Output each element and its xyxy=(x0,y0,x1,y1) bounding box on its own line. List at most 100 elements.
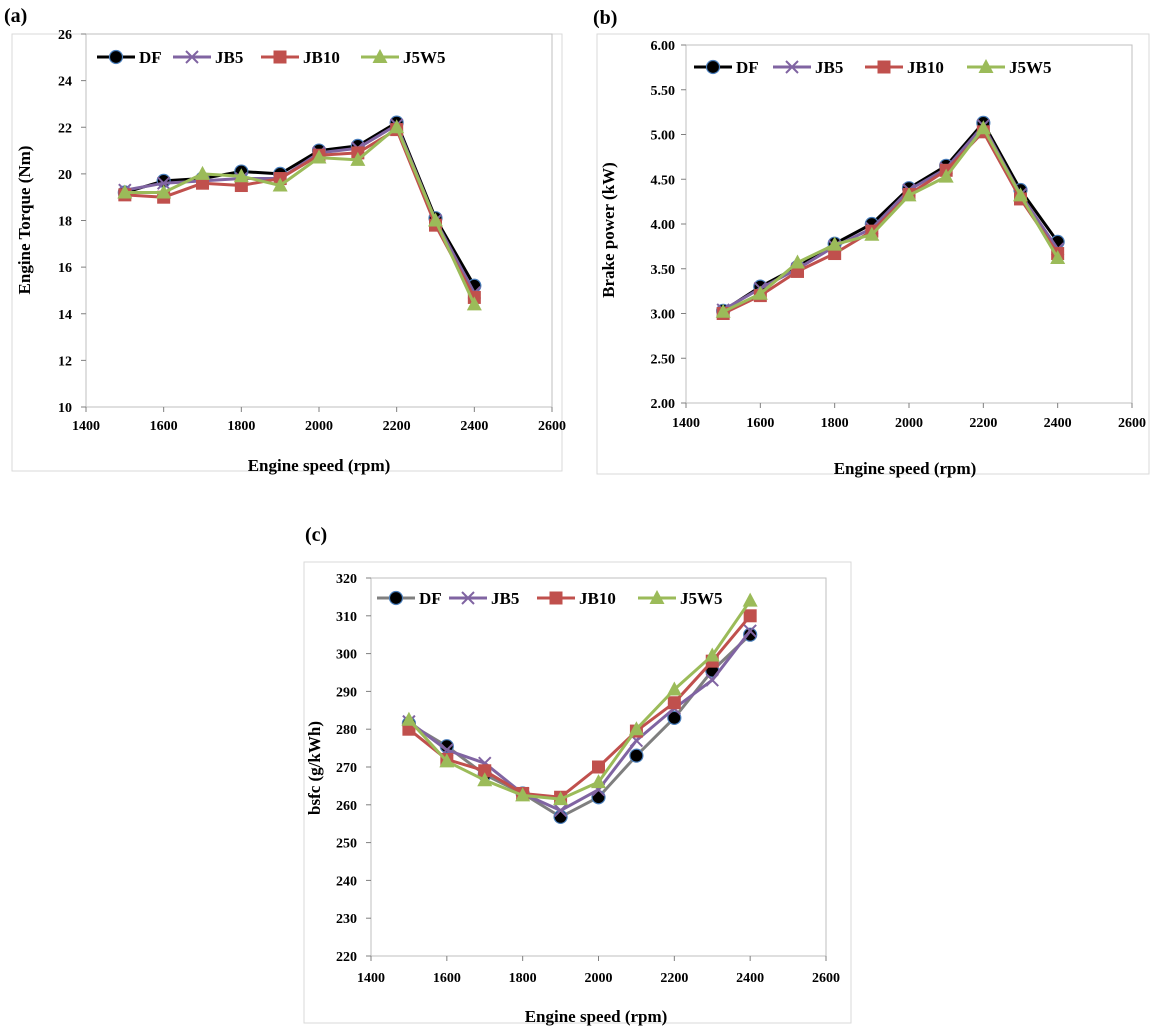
data-point-j5w5 xyxy=(704,647,720,662)
y-tick-label: 250 xyxy=(336,837,357,852)
legend-label-jb10: JB10 xyxy=(907,58,944,77)
y-tick-label: 20 xyxy=(58,168,72,183)
chart-brake-power: 2.00 2.50 3.00 3.50 4.00 4.50 5.00 5.50 6.00 1400… xyxy=(596,33,1150,478)
legend-label-jb10: JB10 xyxy=(579,589,616,608)
data-point-j5w5 xyxy=(864,226,880,241)
legend-marker-jb5 xyxy=(785,60,799,74)
legend-label-df: DF xyxy=(736,58,759,77)
x-axis-title: Engine speed (rpm) xyxy=(834,459,977,478)
data-point-j5w5 xyxy=(350,151,366,166)
legend-marker-j5w5 xyxy=(978,59,994,73)
data-point-j5w5 xyxy=(938,168,954,183)
x-tick-label: 1800 xyxy=(821,416,849,431)
data-point-j5w5 xyxy=(195,165,210,180)
y-axis-title: Engine Torque (Nm) xyxy=(15,146,34,295)
data-point-j5w5 xyxy=(311,149,327,164)
x-tick-label: 2600 xyxy=(812,971,840,986)
y-tick-label: 310 xyxy=(336,610,357,625)
x-tick-label: 2000 xyxy=(895,416,923,431)
panel-label-c: (c) xyxy=(305,524,327,546)
data-point-j5w5 xyxy=(827,236,843,251)
y-tick-label: 24 xyxy=(58,75,72,90)
data-point-j5w5 xyxy=(466,296,482,311)
series-line-jb10 xyxy=(407,614,752,799)
x-tick-label: 1800 xyxy=(509,971,537,986)
legend-label-df: DF xyxy=(419,589,442,608)
y-tick-label: 320 xyxy=(336,572,357,587)
legend-label-jb10: JB10 xyxy=(303,48,340,67)
series-line-j5w5 xyxy=(124,125,476,306)
y-tick-label: 2.00 xyxy=(651,397,676,412)
data-point-df xyxy=(743,627,758,642)
data-point-jb5 xyxy=(705,673,719,687)
y-tick-label: 260 xyxy=(336,799,357,814)
data-point-j5w5 xyxy=(975,120,991,135)
y-tick-label: 12 xyxy=(58,354,72,369)
legend-marker-df xyxy=(388,590,404,606)
chart-bsfc: 220 230 240 250 260 270 280 290 300 310 320 1400 160… xyxy=(303,561,852,1026)
y-tick-label: 5.00 xyxy=(651,129,676,144)
x-axis-title: Engine speed (rpm) xyxy=(525,1007,668,1026)
x-tick-label: 1400 xyxy=(72,419,100,434)
x-tick-label: 2200 xyxy=(383,419,411,434)
y-tick-label: 270 xyxy=(336,761,357,776)
data-point-j5w5 xyxy=(628,721,644,736)
data-point-j5w5 xyxy=(401,711,417,726)
legend-marker-jb5 xyxy=(185,50,199,64)
x-tick-label: 1600 xyxy=(746,416,774,431)
x-tick-label: 2200 xyxy=(660,971,688,986)
data-point-j5w5 xyxy=(156,184,172,199)
x-tick-label: 1600 xyxy=(433,971,461,986)
data-point-jb10 xyxy=(478,764,492,778)
x-tick-label: 2000 xyxy=(305,419,333,434)
data-point-j5w5 xyxy=(553,791,569,806)
data-point-j5w5 xyxy=(1013,187,1028,202)
y-tick-label: 3.50 xyxy=(651,263,676,278)
series-line-j5w5 xyxy=(722,126,1059,314)
data-point-j5w5 xyxy=(790,254,805,269)
data-point-df xyxy=(553,809,568,824)
y-tick-label: 300 xyxy=(336,648,357,663)
data-point-j5w5 xyxy=(666,681,682,696)
y-tick-label: 230 xyxy=(336,912,357,927)
data-point-j5w5 xyxy=(715,303,731,318)
x-tick-label: 1600 xyxy=(150,419,178,434)
legend-label-j5w5: J5W5 xyxy=(403,48,446,67)
y-tick-label: 3.00 xyxy=(651,308,676,323)
x-tick-label: 2600 xyxy=(538,419,566,434)
legend-label-jb5: JB5 xyxy=(215,48,243,67)
y-tick-label: 4.00 xyxy=(651,218,676,233)
data-point-j5w5 xyxy=(477,772,493,787)
panel-label-a: (a) xyxy=(4,5,27,27)
data-point-j5w5 xyxy=(515,787,531,802)
y-tick-label: 220 xyxy=(336,950,357,965)
data-point-j5w5 xyxy=(428,212,443,227)
x-tick-label: 2200 xyxy=(969,416,997,431)
data-point-j5w5 xyxy=(591,774,606,789)
y-tick-label: 18 xyxy=(58,215,72,230)
chart-frame xyxy=(596,33,1150,475)
legend-marker-jb10 xyxy=(877,60,891,74)
legend-marker-j5w5 xyxy=(372,49,388,63)
data-point-j5w5 xyxy=(752,285,768,300)
data-point-j5w5 xyxy=(389,119,405,134)
series-line-jb5 xyxy=(408,629,752,812)
data-point-j5w5 xyxy=(117,184,133,199)
data-point-df xyxy=(667,710,682,725)
data-point-jb10 xyxy=(234,179,248,193)
x-tick-label: 1400 xyxy=(672,416,700,431)
y-tick-label: 6.00 xyxy=(651,39,676,54)
y-axis-title: bsfc (g/kWh) xyxy=(305,721,324,815)
legend-marker-jb10 xyxy=(273,50,287,64)
x-tick-label: 1800 xyxy=(227,419,255,434)
chart-engine-torque: 10 12 14 16 18 20 22 24 26 1400 1600 1800 2000 2200 24… xyxy=(11,28,566,475)
data-point-jb10 xyxy=(743,609,757,623)
series-line-j5w5 xyxy=(407,599,752,801)
data-point-jb10 xyxy=(196,176,209,190)
y-tick-label: 16 xyxy=(58,261,72,276)
data-point-df xyxy=(629,748,644,763)
x-tick-label: 2400 xyxy=(736,971,764,986)
chart-frame xyxy=(303,561,852,1024)
data-point-j5w5 xyxy=(1050,250,1066,265)
